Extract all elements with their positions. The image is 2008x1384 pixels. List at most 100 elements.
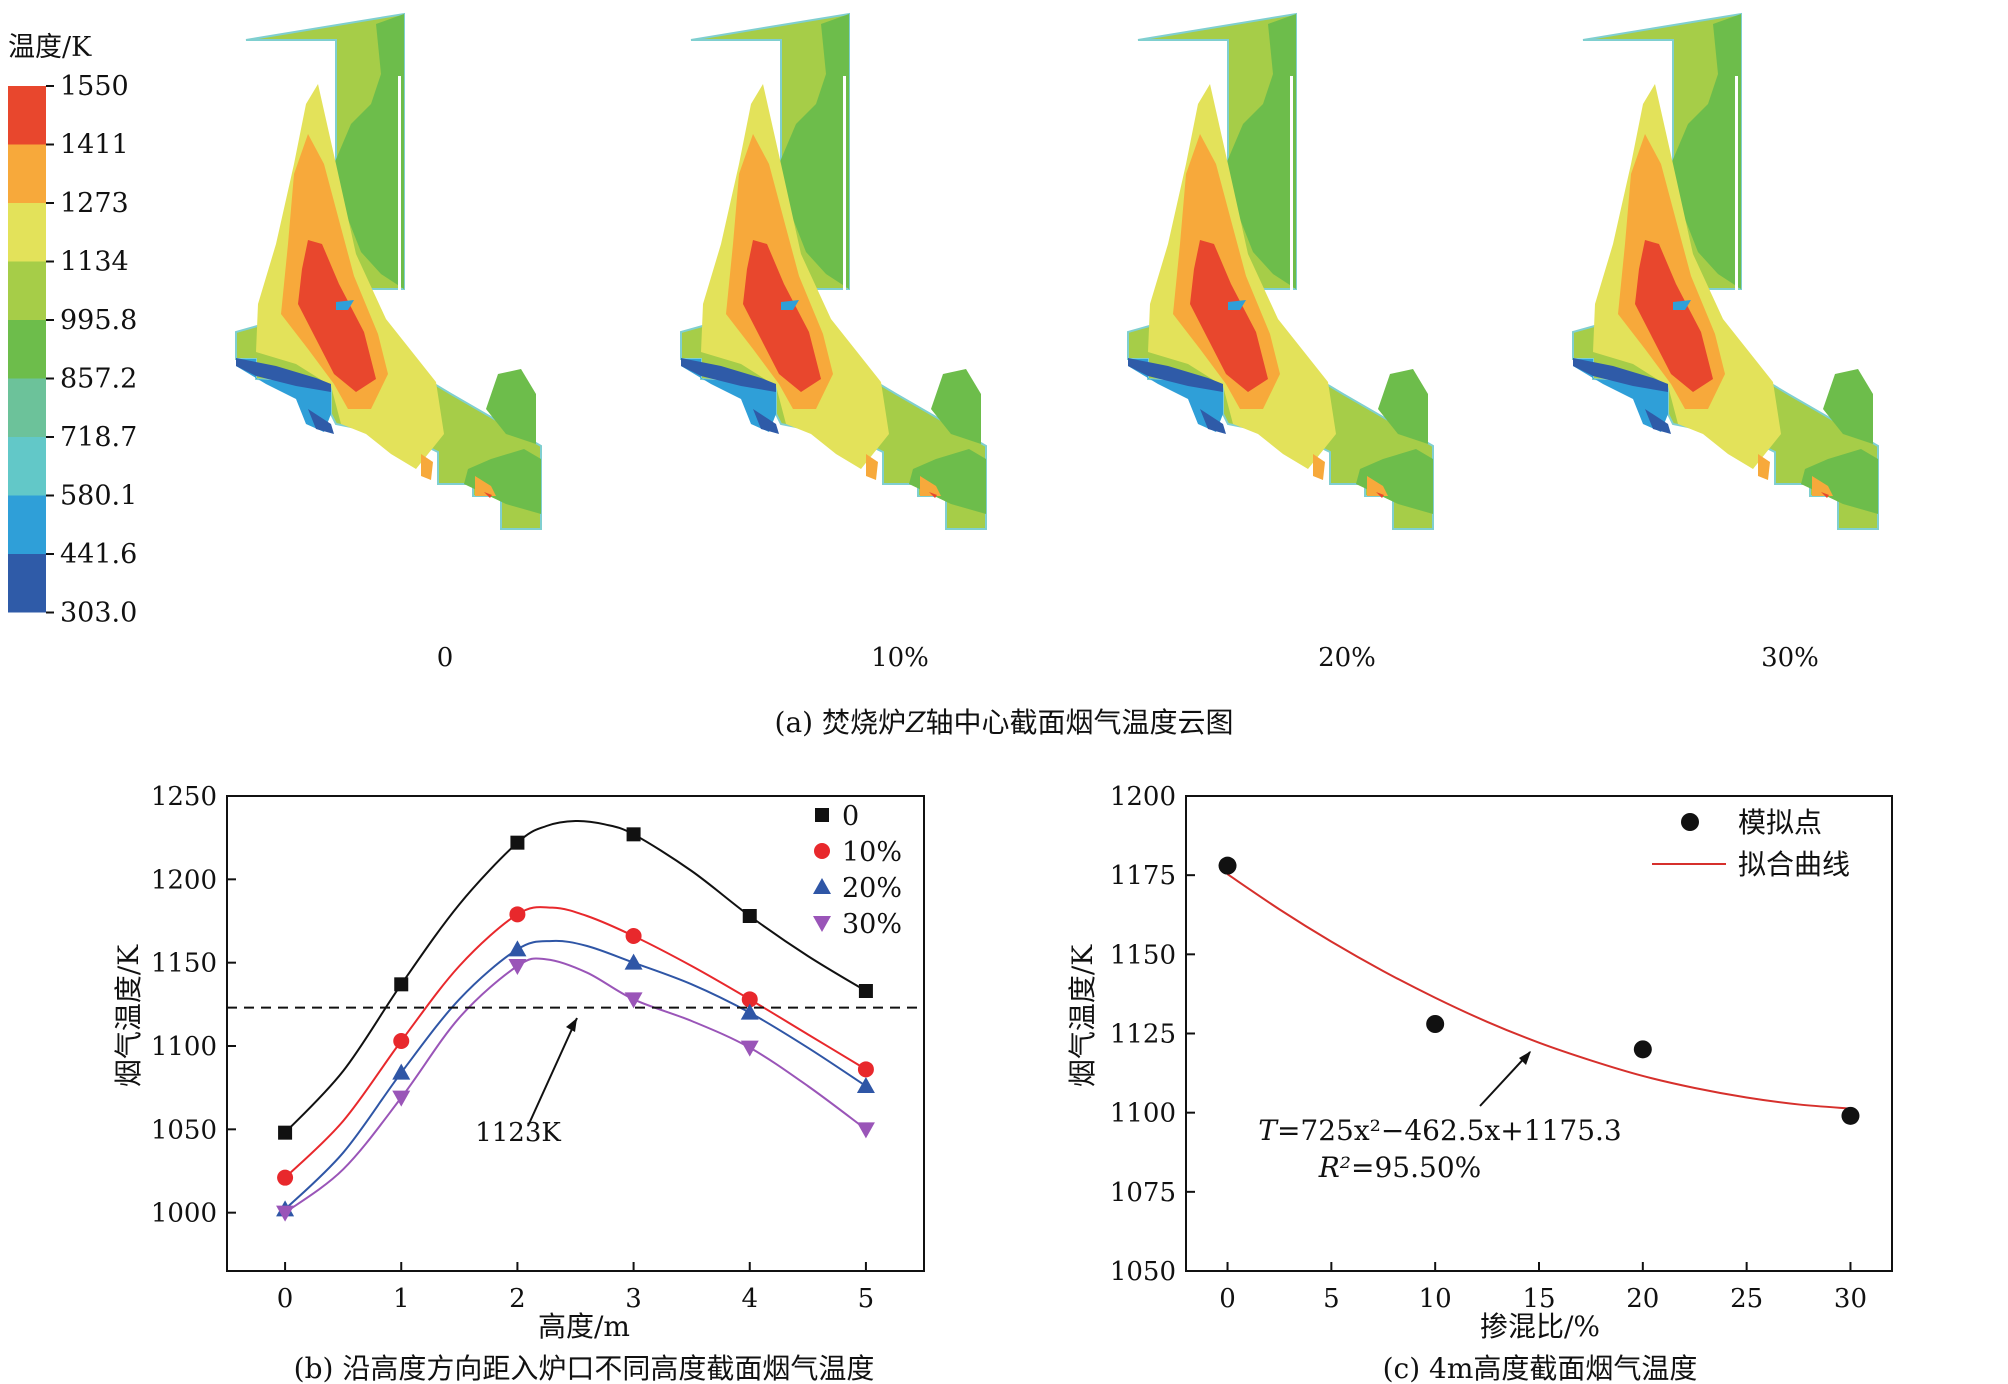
legend-swatch [8, 261, 46, 320]
b-point-1-3 [625, 928, 642, 944]
c-point-1 [1426, 1015, 1445, 1033]
legend-swatch [8, 86, 46, 145]
c-ylabel: 烟气温度/K [1066, 944, 1099, 1087]
case-label-10: 10% [871, 643, 929, 673]
b-plot-frame [226, 795, 925, 1272]
legend-level-label: 1411 [60, 130, 129, 161]
b-point-1-1 [393, 1033, 410, 1049]
legend-level-label: 1550 [60, 71, 129, 102]
panel-c: 0 5 10 15 20 25 30 1050 1075 1100 1125 1150 1175 1200… [1066, 782, 1893, 1384]
y-tick-label: 1100 [1110, 1099, 1176, 1129]
c-xlabel: 掺混比/% [1480, 1310, 1600, 1343]
b-ylabel: 烟气温度/K [112, 944, 145, 1087]
b-point-1-2 [509, 906, 526, 923]
b-legend-label-3: 30% [842, 909, 902, 940]
x-tick-label: 10 [1419, 1284, 1452, 1314]
legend-swatch [8, 320, 46, 379]
b-curve-2 [284, 939, 867, 1211]
c-legend: 模拟点 拟合曲线 [1652, 806, 1850, 881]
b-point-3-3 [624, 992, 643, 1009]
case-label-20: 20% [1318, 643, 1376, 673]
b-legend: 0 10% 20% 30% [813, 801, 902, 940]
legend-level-label: 580.1 [60, 481, 137, 512]
b-point-2-5 [856, 1077, 875, 1093]
y-tick-label: 1250 [151, 782, 217, 812]
b-point-0-0 [278, 1125, 293, 1140]
panel-a: 温度/K 1550 1411 1273 1134 995.8 857.2 718.7 580.… [8, 13, 1879, 739]
legend-level-label: 995.8 [60, 305, 137, 336]
b-curve-3 [284, 957, 867, 1214]
color-legend: 1550 1411 1273 1134 995.8 857.2 718.7 580.1 441.… [8, 71, 137, 629]
legend-swatch [8, 203, 46, 262]
b-legend-label-2: 20% [842, 873, 902, 904]
c-point-2 [1633, 1040, 1652, 1059]
case-label-0: 0 [437, 643, 454, 673]
b-annotation-arrow [527, 1017, 578, 1127]
b-point-0-4 [742, 909, 757, 923]
y-tick-label: 1050 [1110, 1257, 1176, 1287]
x-tick-label: 0 [277, 1284, 294, 1314]
y-tick-label: 1050 [151, 1115, 217, 1145]
legend-level-label: 718.7 [60, 422, 137, 453]
b-point-0-3 [626, 827, 641, 842]
contour-plot-0 [235, 13, 542, 530]
legend-swatch [8, 495, 46, 554]
b-point-1-0 [277, 1169, 294, 1186]
b-point-0-2 [510, 835, 525, 850]
y-tick-label: 1150 [1110, 940, 1176, 970]
c-legend-label-points: 模拟点 [1738, 806, 1822, 839]
c-fit-curve [1226, 873, 1851, 1110]
b-markers [276, 827, 875, 1222]
y-tick-label: 1200 [1110, 782, 1176, 812]
legend-level-label: 857.2 [60, 364, 137, 395]
c-r-squared: R²=95.50% [1318, 1151, 1482, 1184]
legend-level-label: 1273 [60, 188, 129, 219]
b-legend-label-1: 10% [842, 837, 902, 868]
b-arrowhead [566, 1018, 577, 1032]
x-tick-label: 20 [1626, 1284, 1659, 1314]
b-legend-marker-0 [815, 808, 829, 822]
x-tick-label: 5 [858, 1284, 875, 1314]
c-legend-label-fit: 拟合曲线 [1738, 848, 1850, 881]
y-tick-label: 1075 [1110, 1178, 1176, 1208]
b-point-3-2 [508, 959, 527, 975]
b-reference-label: 1123K [475, 1118, 561, 1148]
caption-a: (a) 焚烧炉Z轴中心截面烟气温度云图 [775, 706, 1234, 739]
y-tick-label: 1200 [151, 865, 217, 895]
y-tick-label: 1125 [1110, 1020, 1176, 1050]
b-point-1-4 [741, 991, 758, 1008]
x-tick-label: 30 [1834, 1284, 1867, 1314]
b-point-2-2 [508, 940, 527, 957]
b-fit-curves [284, 819, 867, 1214]
b-point-3-4 [740, 1040, 759, 1057]
x-tick-label: 5 [1323, 1284, 1340, 1314]
c-axis-ticks: 0 5 10 15 20 25 30 1050 1075 1100 1125 1150 1175 1200 [1110, 782, 1867, 1314]
c-legend-marker-points [1681, 813, 1699, 831]
c-annotation-arrow [1479, 1051, 1531, 1107]
legend-title: 温度/K [8, 32, 92, 63]
contour-plot-20 [1127, 13, 1434, 530]
c-equation: T=725x²−462.5x+1175.3 [1258, 1114, 1621, 1147]
y-tick-label: 1150 [151, 949, 217, 979]
b-point-0-1 [394, 977, 409, 992]
x-tick-label: 3 [625, 1284, 642, 1314]
b-point-3-0 [276, 1205, 295, 1222]
b-point-3-5 [856, 1122, 875, 1139]
legend-level-label: 303.0 [60, 598, 137, 629]
b-axis-ticks: 0 1 2 3 4 5 1000 1050 1100 1150 1200 1250 [151, 782, 874, 1314]
x-tick-label: 4 [741, 1284, 758, 1314]
legend-level-label: 441.6 [60, 539, 137, 570]
b-point-2-4 [740, 1003, 759, 1020]
b-legend-label-0: 0 [842, 801, 859, 832]
b-legend-marker-1 [814, 843, 830, 859]
caption-b: (b) 沿高度方向距入炉口不同高度截面烟气温度 [294, 1352, 875, 1384]
contour-plot-30 [1572, 13, 1879, 530]
c-points [1218, 856, 1860, 1125]
caption-c: (c) 4m高度截面烟气温度 [1383, 1352, 1698, 1384]
y-tick-label: 1175 [1110, 861, 1176, 891]
b-point-3-1 [392, 1090, 411, 1107]
c-point-3 [1841, 1106, 1860, 1125]
panel-b: 0 1 2 3 4 5 1000 1050 1100 1150 1200 1250 1123K 0 10… [112, 782, 925, 1384]
y-tick-label: 1100 [151, 1032, 217, 1062]
